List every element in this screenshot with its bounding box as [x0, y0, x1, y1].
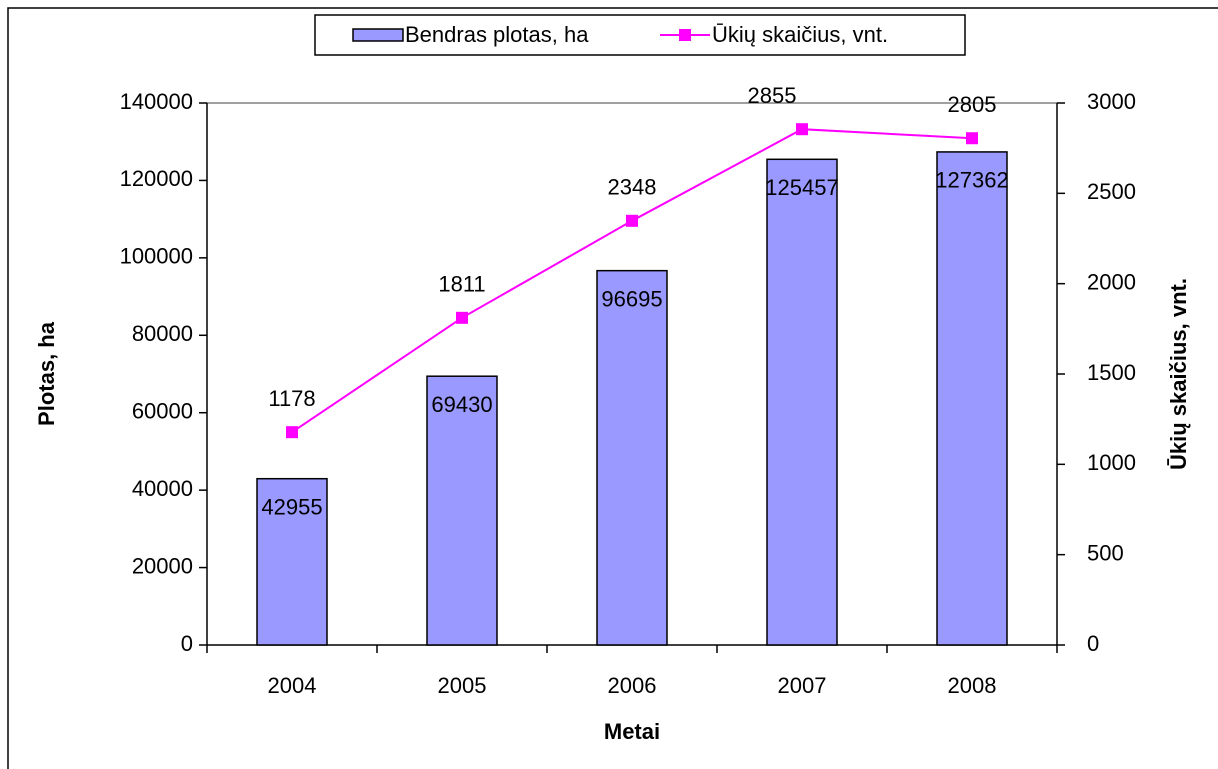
y-tick-label: 100000 [120, 244, 193, 269]
data-label: 1811 [438, 272, 485, 297]
y-tick-label: 80000 [132, 321, 193, 346]
y2-tick-label: 0 [1087, 631, 1099, 656]
legend-box [314, 14, 966, 56]
bar [426, 375, 498, 646]
bar [256, 477, 328, 646]
data-label: 1178 [268, 386, 315, 411]
x-tick-label: 2007 [778, 673, 827, 698]
legend-label: Ūkių skaičius, vnt. [712, 22, 888, 47]
y2-tick-label: 3000 [1087, 89, 1136, 114]
legend-swatch [679, 29, 691, 41]
y-axis-title: Plotas, ha [34, 321, 59, 426]
y-tick-label: 140000 [120, 89, 193, 114]
y2-tick-label: 1500 [1087, 360, 1136, 385]
marker [456, 311, 468, 324]
data-label: 42955 [261, 495, 322, 520]
legend-swatch [352, 28, 404, 42]
marker [966, 132, 978, 145]
data-label: 125457 [765, 175, 838, 200]
y-tick-label: 40000 [132, 476, 193, 501]
data-label: 69430 [431, 392, 492, 417]
y-tick-label: 0 [181, 631, 193, 656]
marker [796, 123, 808, 136]
data-label: 127362 [935, 168, 1008, 193]
x-tick-label: 2006 [608, 673, 657, 698]
bar [596, 269, 668, 646]
y2-tick-label: 2500 [1087, 179, 1136, 204]
bar [936, 151, 1008, 646]
x-axis-title: Metai [604, 719, 660, 744]
y2-tick-label: 2000 [1087, 269, 1136, 294]
marker [286, 426, 298, 439]
y2-axis-title: Ūkių skaičius, vnt. [1166, 278, 1191, 470]
chart-frame [7, 7, 1218, 769]
data-label: 96695 [601, 286, 662, 311]
data-label: 2348 [608, 175, 657, 200]
y-tick-label: 20000 [132, 553, 193, 578]
y2-tick-label: 1000 [1087, 450, 1136, 475]
data-label: 2805 [948, 92, 997, 117]
y2-tick-label: 500 [1087, 540, 1124, 565]
y-tick-label: 60000 [132, 399, 193, 424]
x-tick-label: 2004 [268, 673, 317, 698]
x-tick-label: 2005 [438, 673, 487, 698]
y-tick-label: 120000 [120, 166, 193, 191]
legend-label: Bendras plotas, ha [405, 22, 589, 47]
data-label: 2855 [748, 83, 797, 108]
marker [626, 214, 638, 227]
x-tick-label: 2008 [948, 673, 997, 698]
bar [766, 158, 838, 646]
